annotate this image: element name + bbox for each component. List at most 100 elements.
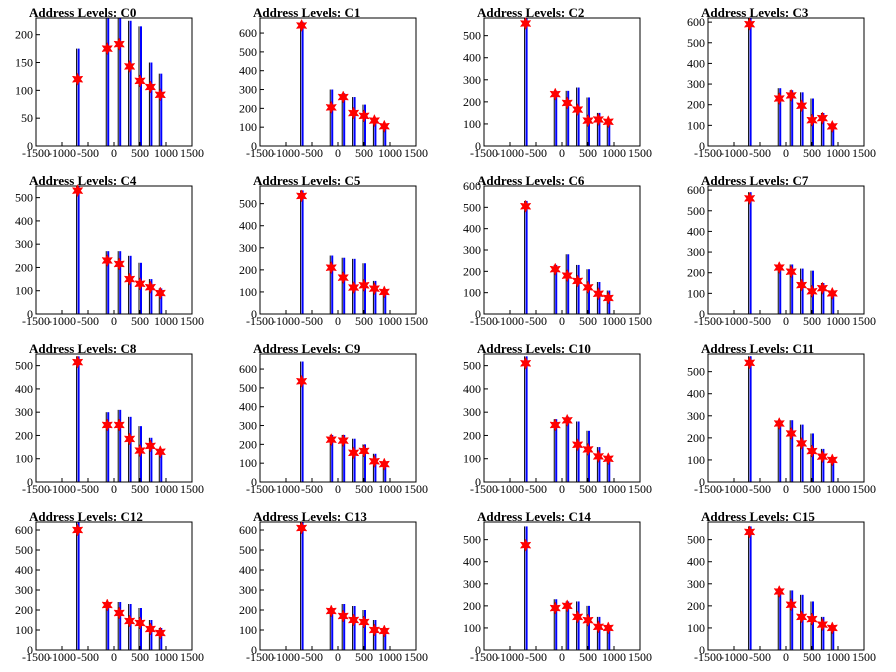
- y-tick-label: 200: [239, 101, 257, 115]
- peak-marker: [71, 523, 84, 537]
- x-tick-label: -1500: [22, 314, 50, 328]
- x-tick-label: 500: [803, 314, 821, 328]
- y-tick-label: 600: [463, 179, 481, 193]
- y-tick-label: 400: [463, 51, 481, 65]
- peak-marker: [773, 584, 785, 599]
- x-tick-label: -1000: [272, 650, 300, 664]
- chart-panel: Address Levels: C14 0 100 200 300 400 500 -1500…: [448, 504, 672, 672]
- peak-marker: [325, 433, 337, 447]
- y-tick-label: 100: [239, 623, 257, 637]
- peak-marker: [785, 426, 797, 441]
- histogram-bar: [331, 89, 334, 146]
- chart-panel: Address Levels: C13 0 100 200 300 400 500 600 -1…: [224, 504, 448, 672]
- plot-frame: [707, 521, 865, 651]
- chart-plot: 0 100 200 300 400 500 -1500-1000 -500 0 500 1000 15…: [239, 185, 428, 328]
- x-tick-label: -1000: [720, 146, 748, 160]
- peak-marker: [295, 189, 308, 203]
- x-tick-label: 1500: [180, 650, 204, 664]
- y-tick-label: 0: [27, 307, 33, 321]
- y-tick-label: 0: [27, 643, 33, 657]
- peak-marker: [582, 613, 594, 627]
- peak-marker: [101, 253, 113, 268]
- x-tick-label: 500: [579, 650, 597, 664]
- histogram-bar: [119, 409, 122, 482]
- y-tick-label: 0: [475, 139, 481, 153]
- peak-marker: [113, 418, 125, 432]
- histogram-bar: [107, 18, 110, 146]
- x-tick-label: -1500: [470, 482, 498, 496]
- y-tick-label: 200: [463, 264, 481, 278]
- peak-marker: [101, 41, 113, 56]
- histogram-bar: [608, 456, 611, 482]
- histogram-bar: [779, 588, 782, 650]
- y-tick-label: 200: [463, 599, 481, 613]
- peak-marker: [144, 280, 157, 294]
- plot-frame: [35, 353, 193, 483]
- x-tick-label: -1000: [720, 482, 748, 496]
- x-tick-label: 1500: [628, 650, 652, 664]
- peak-marker: [368, 454, 381, 468]
- plot-frame: [483, 185, 641, 315]
- x-tick-label: -1000: [48, 314, 76, 328]
- plot-frame: [707, 185, 865, 315]
- histogram-bar: [567, 90, 570, 146]
- chart-panel: Address Levels: C2 0 100 200 300 400 500 -1500-…: [448, 0, 672, 168]
- chart-plot: 0 100 200 300 400 500 600 -1500-1000 -500 0 500 100…: [239, 17, 428, 160]
- peak-marker: [144, 622, 157, 636]
- y-tick-label: 0: [699, 643, 705, 657]
- histogram-bar: [779, 264, 782, 314]
- chart-title: Address Levels: C5: [253, 173, 361, 188]
- histogram-bar: [160, 449, 163, 482]
- peak-marker: [571, 274, 584, 288]
- x-tick-label: 1000: [602, 650, 626, 664]
- y-tick-label: 200: [15, 603, 33, 617]
- histogram-bar: [598, 112, 601, 146]
- x-tick-label: -1000: [48, 482, 76, 496]
- histogram-bar: [107, 412, 110, 482]
- chart-title: Address Levels: C7: [701, 173, 809, 188]
- chart-plot: 0 100 200 300 400 500 -1500-1000 -500 0 500 1000 15…: [463, 521, 652, 664]
- x-tick-label: 1500: [852, 146, 876, 160]
- y-tick-label: 500: [15, 543, 33, 557]
- chart-plot: 0 100 200 300 400 500 600 -1500-1000 -500 0 500 100…: [463, 179, 652, 328]
- y-tick-label: 100: [463, 621, 481, 635]
- x-tick-label: -500: [525, 146, 547, 160]
- y-tick-label: 400: [239, 400, 257, 414]
- x-tick-label: -1000: [496, 650, 524, 664]
- y-tick-label: 300: [463, 73, 481, 87]
- x-tick-label: 1000: [154, 650, 178, 664]
- peak-marker: [582, 114, 594, 128]
- chart-panel: Address Levels: C4 0 100 200 300 400 500 -1500-…: [0, 168, 224, 336]
- x-tick-label: 1500: [180, 314, 204, 328]
- x-tick-label: -1000: [272, 314, 300, 328]
- histogram-bar: [119, 251, 122, 314]
- x-tick-label: 1500: [180, 482, 204, 496]
- chart-title: Address Levels: C4: [29, 173, 137, 188]
- peak-marker: [773, 91, 785, 106]
- peak-marker: [806, 113, 818, 127]
- peak-marker: [358, 278, 370, 292]
- x-tick-label: 1500: [852, 650, 876, 664]
- x-tick-label: 1500: [852, 314, 876, 328]
- x-tick-label: -1000: [496, 146, 524, 160]
- histogram-bar: [812, 601, 814, 650]
- y-tick-label: 400: [239, 563, 257, 577]
- y-tick-label: 400: [687, 224, 705, 238]
- y-tick-label: 0: [27, 475, 33, 489]
- histogram-bar: [608, 119, 611, 146]
- x-tick-label: -1000: [48, 146, 76, 160]
- histogram-bar: [129, 255, 132, 314]
- peak-marker: [123, 59, 136, 74]
- histogram-bar: [77, 186, 80, 314]
- y-tick-label: 300: [239, 419, 257, 433]
- histogram-bar: [374, 620, 377, 650]
- peak-marker: [549, 87, 561, 101]
- histogram-bar: [567, 416, 570, 482]
- histogram-bar: [150, 279, 153, 314]
- peak-marker: [743, 191, 756, 206]
- x-tick-label: 1000: [602, 146, 626, 160]
- histogram-bar: [364, 444, 366, 482]
- y-tick-label: 0: [27, 139, 33, 153]
- chart-panel: Address Levels: C7 0 100 200 300 400 500 600 -15…: [672, 168, 896, 336]
- chart-title: Address Levels: C15: [701, 509, 815, 524]
